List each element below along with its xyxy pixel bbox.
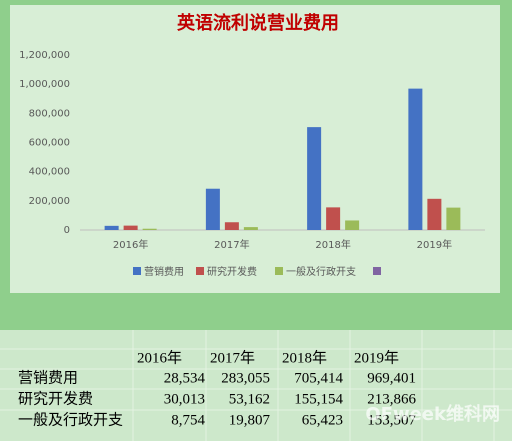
table-header: 2018年 [282,349,327,366]
y-tick-label: 1,200,000 [19,50,70,61]
legend-swatch [373,267,381,275]
y-tick-label: 800,000 [29,108,70,119]
table-cell: 155,154 [294,391,343,407]
y-tick-label: 0 [64,225,70,236]
legend-label: 一般及行政开支 [286,265,356,278]
table-cell: 65,423 [302,412,343,428]
row-label: 营销费用 [18,369,78,386]
bar [123,225,138,230]
row-label: 研究开发费 [18,390,93,407]
table-cell: 283,055 [221,370,270,386]
bar [205,188,220,230]
table-cell: 28,534 [164,370,206,386]
table-header: 2019年 [354,349,399,366]
x-tick-label: 2017年 [214,238,249,251]
bar [307,127,322,230]
table-cell: 53,162 [229,391,270,407]
bar [326,207,341,230]
bar [446,207,461,230]
table-cell: 8,754 [171,412,205,428]
legend-swatch [196,267,204,275]
legend-swatch [275,267,283,275]
table-header: 2016年 [137,349,182,366]
y-tick-label: 400,000 [29,167,70,178]
bar [104,225,119,230]
bar [224,222,239,230]
table-grid [0,330,512,441]
legend-swatch [133,267,141,275]
table-header: 2017年 [210,349,255,366]
chart-title: 英语流利说营业费用 [176,12,339,33]
table-cell: 213,866 [367,391,416,407]
row-label: 一般及行政开支 [18,411,123,428]
legend-label: 营销费用 [144,265,184,278]
legend-label: 研究开发费 [207,265,257,278]
y-tick-label: 200,000 [29,196,70,207]
bar [142,228,157,230]
y-tick-label: 600,000 [29,138,70,149]
bar [427,198,442,230]
table-cell: 969,401 [367,370,416,386]
x-tick-label: 2018年 [315,238,350,251]
table-cell: 705,414 [294,370,343,386]
bar [243,227,258,230]
bar [408,88,423,230]
watermark: OFweek维科网 [365,403,500,425]
table-cell: 153,507 [367,412,416,428]
y-tick-label: 1,000,000 [19,79,70,90]
table-cell: 19,807 [229,412,271,428]
x-tick-label: 2016年 [113,238,148,251]
table-cell: 30,013 [164,391,205,407]
bar [345,220,360,230]
x-tick-label: 2019年 [417,238,452,251]
